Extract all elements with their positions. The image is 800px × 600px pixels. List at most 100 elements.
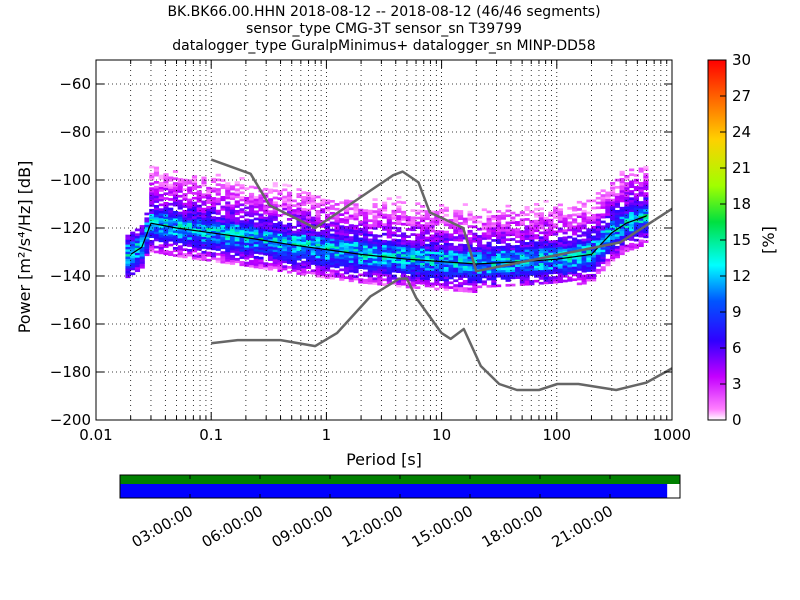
- heatmap-cell: [600, 227, 606, 231]
- heatmap-cell: [605, 198, 611, 202]
- heatmap-cell: [524, 234, 530, 238]
- heatmap-cell: [296, 243, 302, 247]
- heatmap-cell: [362, 247, 369, 251]
- heatmap-cell: [524, 244, 530, 248]
- heatmap-cell: [324, 273, 331, 277]
- heatmap-cell: [234, 245, 240, 249]
- heatmap-cell: [324, 268, 331, 272]
- heatmap-cell: [401, 215, 407, 219]
- heatmap-cell: [153, 190, 160, 194]
- heatmap-cell: [315, 274, 321, 278]
- heatmap-cell: [396, 253, 402, 257]
- heatmap-cell: [538, 245, 544, 249]
- heatmap-cell: [543, 252, 549, 256]
- heatmap-cell: [305, 266, 312, 270]
- heatmap-cell: [229, 250, 236, 253]
- heatmap-cell: [206, 234, 212, 238]
- heatmap-cell: [529, 244, 535, 247]
- heatmap-cell: [182, 178, 188, 182]
- heatmap-cell: [286, 232, 293, 236]
- heatmap-cell: [629, 226, 635, 229]
- heatmap-cell: [443, 283, 449, 287]
- heatmap-cell: [595, 232, 601, 236]
- heatmap-cell: [191, 182, 198, 186]
- heatmap-cell: [629, 228, 635, 232]
- heatmap-cell: [296, 238, 302, 242]
- heatmap-cell: [543, 221, 549, 225]
- heatmap-cell: [472, 220, 478, 224]
- heatmap-cell: [505, 223, 511, 227]
- heatmap-cell: [586, 237, 592, 241]
- heatmap-cell: [458, 270, 464, 273]
- heatmap-cell: [505, 247, 511, 251]
- heatmap-cell: [301, 253, 307, 257]
- heatmap-cell: [225, 220, 231, 224]
- heatmap-cell: [605, 261, 611, 264]
- heatmap-cell: [462, 220, 468, 223]
- heatmap-cell: [401, 249, 407, 252]
- heatmap-cell: [367, 243, 373, 247]
- heatmap-cell: [515, 247, 521, 251]
- heatmap-cell: [581, 219, 587, 223]
- heatmap-cell: [286, 244, 293, 248]
- heatmap-cell: [286, 270, 293, 274]
- heatmap-cell: [610, 225, 616, 228]
- heatmap-cell: [448, 255, 454, 258]
- heatmap-cell: [172, 225, 179, 229]
- heatmap-cell: [543, 279, 549, 282]
- heatmap-cell: [134, 235, 141, 239]
- heatmap-cell: [534, 267, 540, 271]
- heatmap-cell: [439, 220, 445, 224]
- heatmap-cell: [553, 247, 559, 250]
- heatmap-cell: [448, 238, 454, 241]
- heatmap-cell: [538, 272, 544, 275]
- heatmap-cell: [291, 204, 297, 208]
- heatmap-cell: [496, 284, 502, 288]
- heatmap-cell: [553, 244, 559, 248]
- heatmap-cell: [348, 262, 354, 266]
- heatmap-cell: [320, 261, 326, 264]
- heatmap-cell: [624, 187, 630, 190]
- heatmap-cell: [315, 231, 321, 235]
- heatmap-cell: [500, 226, 506, 230]
- heatmap-cell: [401, 246, 407, 250]
- heatmap-cell: [229, 185, 236, 189]
- heatmap-cell: [277, 266, 283, 270]
- heatmap-cell: [229, 221, 236, 225]
- heatmap-cell: [505, 231, 511, 234]
- heatmap-cell: [253, 205, 259, 209]
- heatmap-cell: [348, 229, 354, 232]
- heatmap-cell: [229, 247, 236, 251]
- heatmap-cell: [434, 249, 440, 252]
- heatmap-cell: [586, 276, 592, 280]
- heatmap-cell: [263, 267, 269, 270]
- heatmap-cell: [201, 238, 207, 242]
- heatmap-cell: [381, 225, 388, 229]
- heatmap-cell: [477, 266, 483, 269]
- heatmap-cell: [405, 256, 411, 260]
- heatmap-cell: [234, 181, 240, 184]
- heatmap-cell: [619, 197, 625, 200]
- heatmap-cell: [543, 245, 549, 249]
- heatmap-cell: [315, 234, 321, 237]
- heatmap-cell: [158, 237, 164, 240]
- heatmap-cell: [467, 239, 473, 243]
- heatmap-cell: [206, 227, 212, 231]
- heatmap-cell: [415, 223, 421, 227]
- heatmap-cell: [572, 273, 578, 277]
- colorbar-tick-label: 30: [732, 51, 751, 69]
- heatmap-cell: [486, 253, 492, 257]
- heatmap-cell: [401, 237, 407, 240]
- heatmap-cell: [576, 251, 582, 255]
- heatmap-cell: [239, 225, 245, 228]
- heatmap-cell: [234, 248, 240, 252]
- heatmap-cell: [253, 200, 259, 204]
- heatmap-cell: [296, 195, 302, 199]
- heatmap-cell: [410, 271, 416, 275]
- heatmap-cell: [258, 206, 264, 210]
- heatmap-cell: [591, 261, 597, 265]
- heatmap-cell: [315, 214, 321, 218]
- heatmap-cell: [415, 247, 421, 251]
- heatmap-cell: [358, 220, 364, 224]
- heatmap-cell: [329, 262, 335, 266]
